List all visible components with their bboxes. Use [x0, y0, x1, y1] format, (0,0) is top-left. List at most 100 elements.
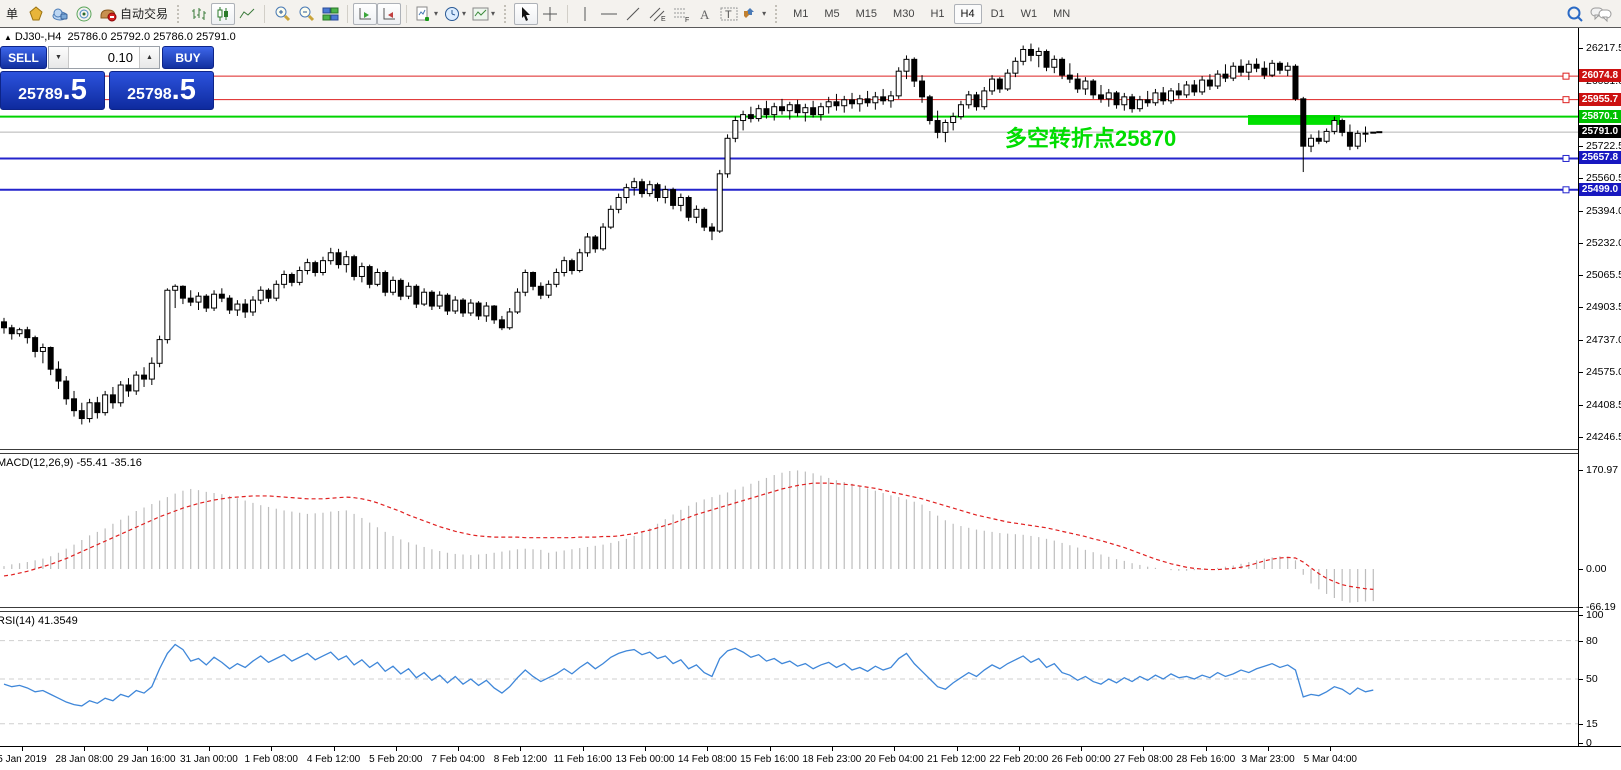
arrows-icon[interactable]: ▾ [741, 3, 769, 25]
candle-body [63, 380, 70, 400]
equidistant-channel-icon[interactable]: E [645, 3, 669, 25]
axis-tick [1579, 145, 1583, 147]
candle-body [1230, 65, 1237, 79]
candle-body [670, 189, 677, 206]
vertical-line-icon[interactable] [573, 3, 597, 25]
rsi-line [3, 643, 1374, 707]
window-marker-icon: ▲ [4, 33, 12, 42]
timeframe-h4[interactable]: H4 [953, 3, 982, 24]
candle-body [623, 187, 630, 199]
timeframe-m30[interactable]: M30 [893, 7, 915, 20]
axis-label: 15 [1586, 717, 1598, 730]
candle-body [903, 58, 910, 72]
autoscroll-icon[interactable] [353, 2, 378, 25]
add-indicator-icon[interactable]: ▾ [412, 3, 441, 25]
line-drag-handle[interactable] [1562, 96, 1570, 104]
candlestick-chart-icon[interactable] [211, 2, 236, 25]
periods-icon[interactable]: ▾ [441, 3, 469, 25]
candle-body [911, 58, 918, 82]
toolbar-separator [347, 4, 349, 23]
macd-label: MACD(12,26,9) -55.41 -35.16 [0, 457, 142, 469]
time-tick [1143, 747, 1145, 751]
dropdown-caret: ▾ [491, 9, 496, 18]
virtual-hosting-icon[interactable] [48, 3, 72, 25]
highlight-zone[interactable] [1248, 115, 1340, 125]
timeframe-m1[interactable]: M1 [793, 7, 809, 20]
candle-body [1362, 132, 1369, 135]
sell-button[interactable]: SELL [0, 46, 47, 69]
line-chart-icon[interactable] [235, 3, 259, 25]
candle-body [397, 279, 404, 297]
new-order-button[interactable]: 单 [5, 7, 18, 21]
axis-label: 24903.5 [1586, 301, 1621, 314]
signals-icon[interactable] [72, 3, 96, 25]
time-tick [271, 747, 273, 751]
chat-icon[interactable] [1587, 3, 1615, 25]
autotrading-button[interactable]: 自动交易 [96, 3, 171, 25]
panel-divider[interactable] [0, 607, 1621, 612]
macd-indicator-panel[interactable] [0, 454, 1578, 607]
candle-body [413, 285, 420, 305]
volume-increase-button[interactable]: ▲ [139, 47, 159, 68]
cursor-icon[interactable] [514, 2, 539, 25]
dropdown-caret: ▾ [434, 9, 439, 18]
candle-body [1191, 84, 1198, 93]
crosshair-icon[interactable] [538, 3, 562, 25]
candle-body [1168, 90, 1174, 102]
candle-body [1136, 99, 1143, 110]
time-tick [146, 747, 148, 751]
volume-input[interactable]: 0.10 [107, 50, 133, 65]
timeframe-m15[interactable]: M15 [855, 7, 878, 20]
text-icon[interactable]: A [693, 3, 717, 25]
line-drag-handle[interactable] [1562, 186, 1570, 194]
timeframe-m5[interactable]: M5 [824, 7, 840, 20]
axis-label: 25232.0 [1586, 236, 1621, 249]
line-drag-handle[interactable] [1562, 72, 1570, 80]
time-label: 4 Feb 12:00 [306, 754, 361, 765]
zoom-out-icon[interactable] [294, 3, 318, 25]
search-icon[interactable] [1563, 3, 1587, 25]
text-label-icon[interactable]: T [717, 3, 741, 25]
rsi-indicator-panel[interactable] [0, 612, 1578, 746]
gold-badge-icon[interactable] [24, 3, 48, 25]
candle-body [164, 289, 171, 341]
candle-body [662, 189, 669, 199]
candle-body [421, 291, 428, 305]
candle-body [102, 394, 109, 414]
horizontal-line-icon[interactable] [597, 3, 621, 25]
price-scale[interactable]: 26217.526051.025722.525560.525394.025232… [1579, 28, 1621, 749]
tile-windows-icon[interactable] [318, 3, 342, 25]
zoom-in-icon[interactable] [270, 3, 294, 25]
buy-price-box[interactable]: 25798 .5 [109, 71, 214, 110]
chart-shift-icon[interactable] [377, 2, 402, 25]
timeframe-d1[interactable]: D1 [990, 7, 1005, 20]
timeframe-mn[interactable]: MN [1053, 7, 1071, 20]
line-drag-handle[interactable] [1562, 154, 1570, 162]
main-price-chart[interactable]: 多空转折点25870 [0, 28, 1578, 449]
sell-price-box[interactable]: 25789 .5 [0, 71, 105, 110]
fibonacci-icon[interactable]: F [669, 3, 693, 25]
candle-body [607, 208, 614, 228]
volume-decrease-button[interactable]: ▼ [49, 47, 69, 68]
rsi-label: RSI(14) 41.3549 [0, 615, 78, 627]
time-label: 8 Feb 12:00 [493, 754, 548, 765]
candle-body [1245, 63, 1252, 73]
candle-body [576, 252, 583, 272]
bar-chart-icon[interactable] [187, 3, 211, 25]
time-axis[interactable]: 5 Jan 2019 28 Jan 08:00 29 Jan 16:00 31 Jan… [0, 746, 1621, 770]
candle-body [537, 285, 544, 296]
time-label: 21 Feb 12:00 [927, 754, 986, 765]
trendline-icon[interactable] [621, 3, 645, 25]
panel-divider[interactable] [0, 449, 1621, 454]
candle-body [926, 96, 933, 122]
timeframe-h1[interactable]: H1 [930, 7, 945, 20]
candle-body [1144, 99, 1151, 104]
candle-body [841, 99, 848, 107]
candle-body [701, 208, 708, 228]
candle-body [319, 260, 326, 273]
timeframe-w1[interactable]: W1 [1020, 7, 1038, 20]
candle-body [942, 122, 949, 133]
buy-button[interactable]: BUY [162, 46, 214, 69]
toolbar-grip [177, 4, 183, 23]
templates-icon[interactable]: ▾ [469, 3, 498, 25]
